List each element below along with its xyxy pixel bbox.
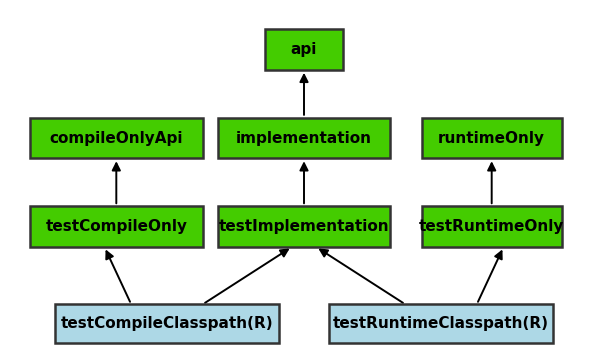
Text: api: api: [291, 42, 317, 57]
Text: testRuntimeClasspath(R): testRuntimeClasspath(R): [333, 316, 549, 331]
FancyBboxPatch shape: [422, 206, 562, 247]
FancyBboxPatch shape: [265, 29, 343, 70]
FancyBboxPatch shape: [422, 118, 562, 158]
FancyBboxPatch shape: [218, 206, 390, 247]
Text: runtimeOnly: runtimeOnly: [438, 131, 545, 145]
FancyBboxPatch shape: [55, 304, 278, 343]
FancyBboxPatch shape: [30, 206, 202, 247]
FancyBboxPatch shape: [30, 118, 202, 158]
Text: testCompileOnly: testCompileOnly: [46, 219, 187, 234]
Text: testImplementation: testImplementation: [219, 219, 389, 234]
FancyBboxPatch shape: [218, 118, 390, 158]
FancyBboxPatch shape: [330, 304, 553, 343]
Text: implementation: implementation: [236, 131, 372, 145]
Text: testRuntimeOnly: testRuntimeOnly: [419, 219, 564, 234]
Text: testCompileClasspath(R): testCompileClasspath(R): [61, 316, 273, 331]
Text: compileOnlyApi: compileOnlyApi: [50, 131, 183, 145]
